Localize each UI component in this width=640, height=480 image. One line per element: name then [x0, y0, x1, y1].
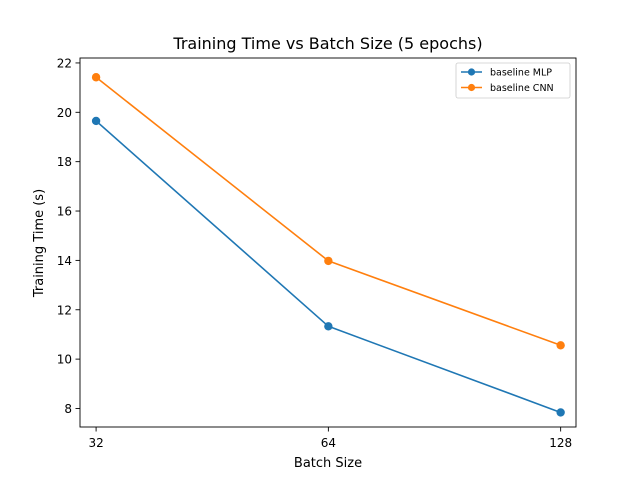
y-tick-label: 22	[57, 56, 72, 70]
plot-area: 32 64 128 8 10 12 14 16 18 20 22	[57, 56, 577, 450]
data-point-baseline-cnn	[91, 73, 101, 82]
x-tick-label: 128	[549, 436, 572, 450]
legend-swatch-marker	[467, 83, 476, 92]
y-tick-label: 10	[57, 353, 72, 367]
x-tick-label: 32	[88, 436, 103, 450]
y-axis-label: Training Time (s)	[32, 189, 47, 298]
data-point-baseline-cnn	[556, 341, 565, 350]
x-tick-label: 64	[321, 436, 336, 450]
data-point-baseline-mlp	[91, 116, 101, 126]
data-point-baseline-cnn	[324, 256, 333, 266]
legend-label: baseline MLP	[490, 67, 552, 78]
y-tick-label: 16	[57, 205, 72, 219]
data-point-baseline-mlp	[556, 408, 565, 417]
y-tick-label: 14	[57, 254, 72, 268]
legend-box	[455, 62, 571, 99]
legend-label: baseline CNN	[490, 83, 554, 94]
y-tick-label: 20	[57, 106, 72, 120]
y-tick-label: 8	[64, 402, 72, 416]
x-axis-label: Batch Size	[294, 456, 362, 471]
legend-swatch-marker	[467, 68, 476, 76]
y-tick-label: 12	[57, 303, 72, 317]
data-point-baseline-mlp	[324, 322, 333, 331]
y-tick-label: 18	[57, 155, 72, 169]
legend: baseline MLP baseline CNN	[455, 62, 571, 99]
chart-title: Training Time vs Batch Size (5 epochs)	[172, 34, 482, 53]
